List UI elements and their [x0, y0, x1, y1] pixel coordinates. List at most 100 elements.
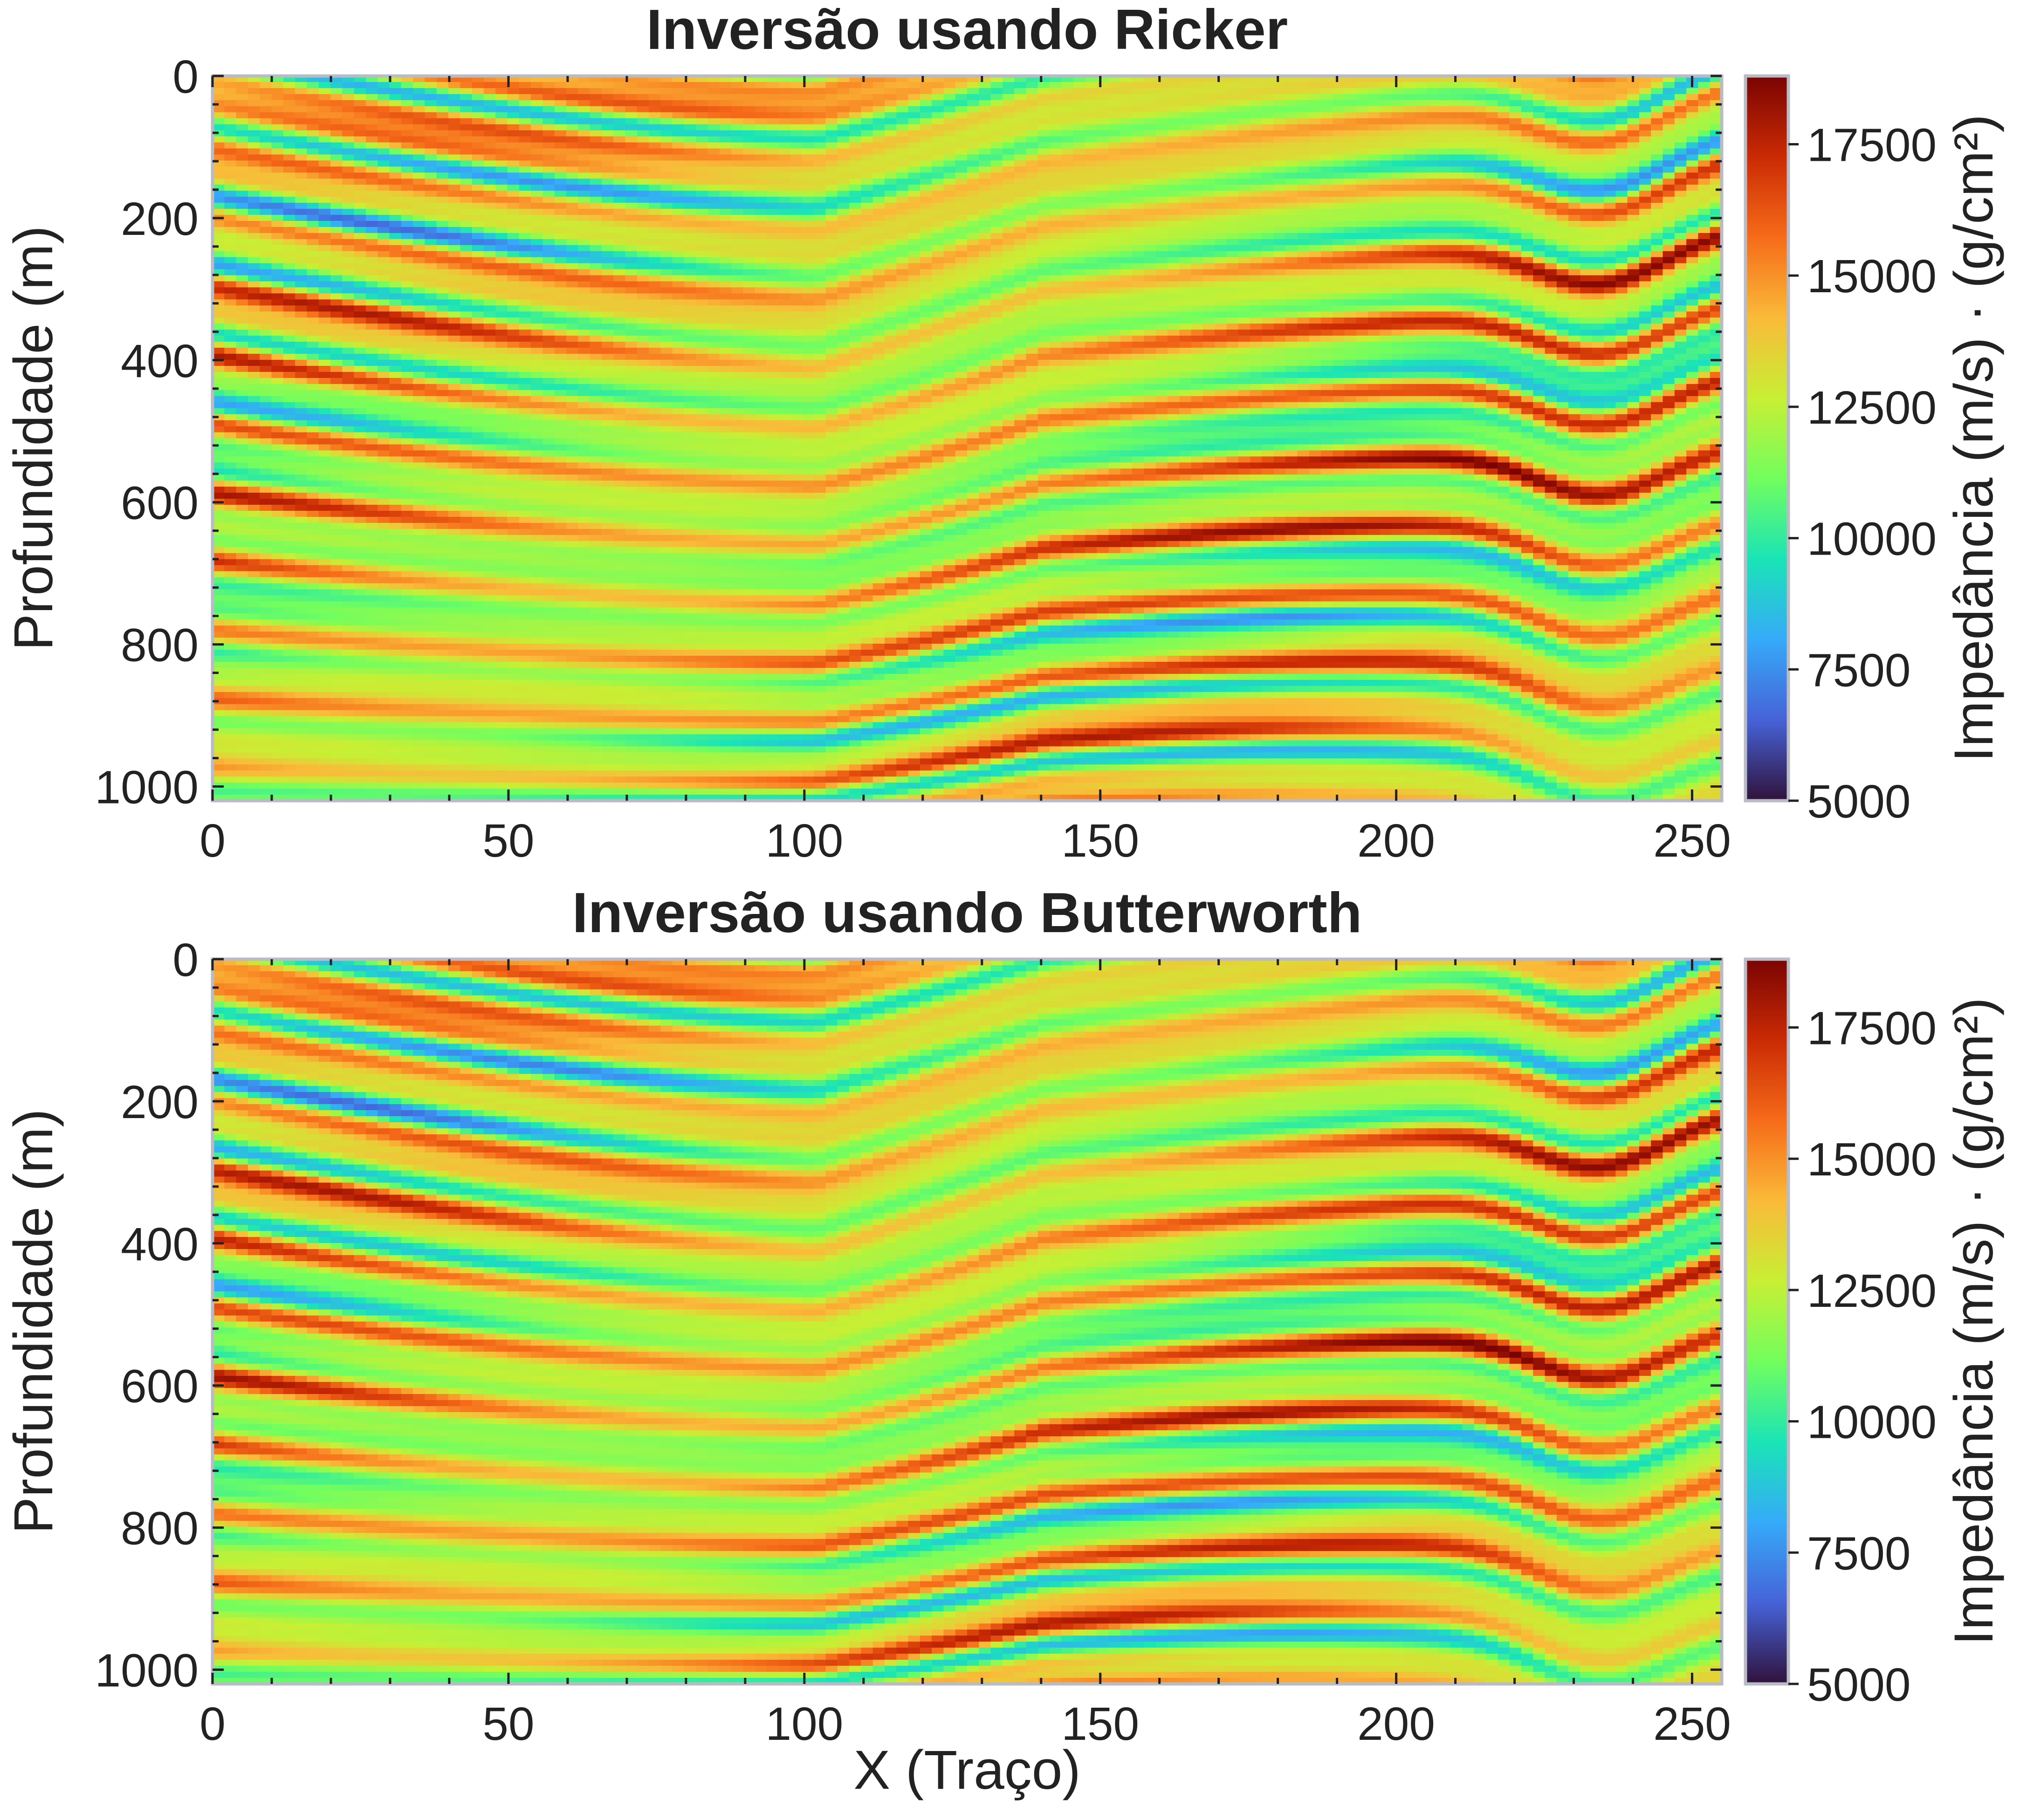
- heatmap-cell: [825, 94, 838, 101]
- heatmap-cell: [1109, 149, 1121, 155]
- heatmap-cell: [684, 149, 696, 155]
- heatmap-cell: [1604, 269, 1616, 276]
- heatmap-cell: [295, 215, 307, 221]
- heatmap-cell: [1333, 197, 1345, 203]
- heatmap-cell: [1203, 221, 1215, 227]
- heatmap-cell: [1333, 166, 1345, 173]
- heatmap-cell: [778, 294, 790, 300]
- heatmap-cell: [1061, 149, 1073, 155]
- heatmap-cell: [425, 257, 437, 264]
- heatmap-cell: [1179, 203, 1191, 209]
- heatmap-cell: [1297, 185, 1309, 191]
- heatmap-cell: [507, 209, 519, 215]
- heatmap-cell: [802, 143, 814, 149]
- heatmap-cell: [1179, 137, 1191, 143]
- heatmap-cell: [1439, 257, 1451, 264]
- heatmap-cell: [755, 233, 767, 240]
- heatmap-cell: [1238, 118, 1250, 125]
- heatmap-cell: [1498, 154, 1510, 161]
- heatmap-cell: [590, 137, 602, 143]
- heatmap-cell: [861, 197, 873, 203]
- heatmap-cell: [1321, 185, 1333, 191]
- heatmap-cell: [1510, 191, 1522, 197]
- heatmap-cell: [1050, 82, 1062, 89]
- heatmap-cell: [1050, 233, 1062, 240]
- heatmap-cell: [366, 179, 378, 185]
- heatmap-cell: [460, 215, 472, 221]
- heatmap-cell: [720, 251, 732, 258]
- heatmap-cell: [1568, 160, 1580, 167]
- heatmap-cell: [283, 185, 295, 191]
- heatmap-cell: [673, 269, 685, 276]
- heatmap-cell: [1227, 245, 1239, 252]
- heatmap-cell: [495, 106, 508, 113]
- heatmap-cell: [896, 251, 908, 258]
- heatmap-cell: [378, 160, 390, 167]
- heatmap-cell: [354, 197, 366, 203]
- heatmap-cell: [613, 118, 625, 125]
- heatmap-cell: [1392, 233, 1404, 240]
- heatmap-cell: [1227, 166, 1239, 173]
- heatmap-cell: [1427, 118, 1439, 125]
- heatmap-cell: [1521, 124, 1533, 131]
- heatmap-cell: [1097, 130, 1109, 137]
- heatmap-cell: [696, 245, 708, 252]
- heatmap-cell: [920, 288, 932, 294]
- heatmap-cell: [271, 137, 283, 143]
- heatmap-cell: [825, 288, 838, 294]
- heatmap-cell: [507, 299, 519, 306]
- heatmap-cell: [1450, 106, 1463, 113]
- heatmap-cell: [778, 203, 790, 209]
- heatmap-cell: [743, 149, 755, 155]
- heatmap-cell: [720, 215, 732, 221]
- heatmap-cell: [1215, 263, 1227, 270]
- heatmap-cell: [1403, 305, 1415, 312]
- heatmap-cell: [660, 305, 673, 312]
- heatmap-cell: [1297, 305, 1309, 312]
- heatmap-cell: [873, 227, 885, 234]
- heatmap-cell: [354, 124, 366, 131]
- heatmap-cell: [660, 251, 673, 258]
- heatmap-cell: [1085, 130, 1097, 137]
- heatmap-cell: [1592, 179, 1604, 185]
- heatmap-cell: [354, 106, 366, 113]
- heatmap-cell: [1274, 179, 1286, 185]
- heatmap-cell: [1274, 118, 1286, 125]
- heatmap-cell: [1038, 185, 1050, 191]
- heatmap-cell: [861, 130, 873, 137]
- heatmap-cell: [1003, 160, 1015, 167]
- heatmap-cell: [1510, 221, 1522, 227]
- heatmap-cell: [955, 305, 968, 312]
- heatmap-cell: [649, 251, 661, 258]
- heatmap-cell: [1168, 263, 1180, 270]
- heatmap-cell: [319, 245, 331, 252]
- heatmap-cell: [755, 215, 767, 221]
- heatmap-cell: [625, 197, 637, 203]
- heatmap-cell: [625, 215, 637, 221]
- heatmap-cell: [448, 275, 460, 282]
- heatmap-cell: [1415, 143, 1427, 149]
- heatmap-cell: [1592, 257, 1604, 264]
- heatmap-cell: [519, 233, 531, 240]
- heatmap-cell: [708, 100, 720, 107]
- heatmap-cell: [519, 209, 531, 215]
- heatmap-cell: [1580, 263, 1592, 270]
- heatmap-cell: [1097, 275, 1109, 282]
- heatmap-cell: [460, 112, 472, 119]
- heatmap-cell: [378, 203, 390, 209]
- heatmap-cell: [295, 233, 307, 240]
- heatmap-cell: [908, 154, 921, 161]
- heatmap-cell: [1698, 282, 1710, 288]
- heatmap-cell: [849, 166, 861, 173]
- heatmap-cell: [637, 94, 649, 101]
- heatmap-cell: [1085, 118, 1097, 125]
- heatmap-cell: [319, 294, 331, 300]
- heatmap-cell: [873, 209, 885, 215]
- heatmap-cell: [1533, 166, 1545, 173]
- heatmap-cell: [1675, 227, 1687, 234]
- heatmap-cell: [1651, 82, 1663, 89]
- heatmap-cell: [1156, 227, 1168, 234]
- heatmap-cell: [861, 294, 873, 300]
- heatmap-cell: [790, 185, 803, 191]
- heatmap-cell: [1026, 172, 1038, 179]
